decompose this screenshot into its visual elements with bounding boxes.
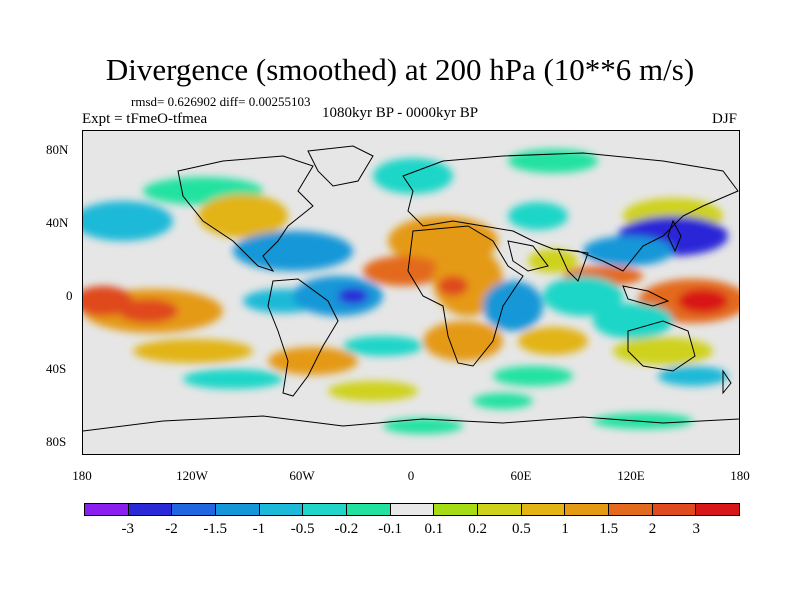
colorbar-swatch bbox=[521, 504, 566, 515]
colorbar-label: -0.1 bbox=[378, 521, 402, 537]
lat-tick-40s: 40S bbox=[46, 361, 67, 376]
divergence-map bbox=[82, 130, 740, 455]
colorbar-label: 0.1 bbox=[424, 521, 444, 537]
colorbar-swatch bbox=[696, 504, 740, 515]
season-label: DJF bbox=[712, 111, 738, 127]
divergence-field bbox=[83, 149, 739, 434]
colorbar-label: -0.5 bbox=[290, 521, 315, 537]
lon-tick-60e: 60E bbox=[510, 468, 532, 483]
colorbar-swatch bbox=[259, 504, 304, 515]
colorbar-label: -2 bbox=[165, 521, 178, 537]
colorbar bbox=[84, 503, 740, 516]
colorbar-label: 2 bbox=[648, 521, 657, 537]
colorbar-swatch bbox=[85, 504, 129, 515]
lat-tick-0: 0 bbox=[66, 288, 73, 303]
colorbar-label: 1.5 bbox=[599, 521, 619, 537]
lon-tick-0: 0 bbox=[407, 468, 415, 483]
lon-tick-180e: 180 bbox=[730, 468, 750, 483]
colorbar-label: -0.2 bbox=[334, 521, 359, 537]
colorbar-swatch bbox=[390, 504, 435, 515]
colorbar-label: 0.2 bbox=[468, 521, 487, 537]
coastlines bbox=[83, 145, 739, 432]
colorbar-swatch bbox=[609, 504, 653, 515]
period-label: 1080kyr BP - 0000kyr BP bbox=[322, 105, 479, 121]
colorbar-swatch bbox=[128, 504, 173, 515]
colorbar-swatch bbox=[303, 504, 348, 515]
lat-tick-40n: 40N bbox=[46, 215, 69, 230]
map-title: Divergence (smoothed) at 200 hPa (10**6 … bbox=[105, 52, 695, 87]
colorbar-label: 3 bbox=[692, 521, 701, 537]
map-canvas bbox=[83, 145, 739, 434]
stats-text: rmsd= 0.626902 diff= 0.00255103 bbox=[131, 94, 311, 109]
colorbar-swatch bbox=[565, 504, 610, 515]
colorbar-label: 0.5 bbox=[511, 521, 531, 537]
lat-tick-80n: 80N bbox=[46, 142, 69, 157]
colorbar-swatch bbox=[652, 504, 697, 515]
lon-tick-120e: 120E bbox=[617, 468, 645, 483]
colorbar-label: 1 bbox=[561, 521, 569, 537]
lon-tick-120w: 120W bbox=[176, 468, 208, 483]
lon-tick-180w: 180 bbox=[72, 468, 92, 483]
colorbar-swatch bbox=[434, 504, 479, 515]
colorbar-swatch bbox=[216, 504, 260, 515]
colorbar-label: -3 bbox=[121, 521, 134, 537]
colorbar-swatch bbox=[478, 504, 522, 515]
colorbar-swatch bbox=[172, 504, 217, 515]
colorbar-label: -1.5 bbox=[203, 521, 228, 537]
lat-tick-80s: 80S bbox=[46, 434, 67, 449]
experiment-label: Expt = tFmeO-tfmea bbox=[82, 111, 208, 127]
lon-tick-60w: 60W bbox=[289, 468, 315, 483]
colorbar-swatch bbox=[347, 504, 391, 515]
colorbar-label: -1 bbox=[252, 521, 266, 537]
